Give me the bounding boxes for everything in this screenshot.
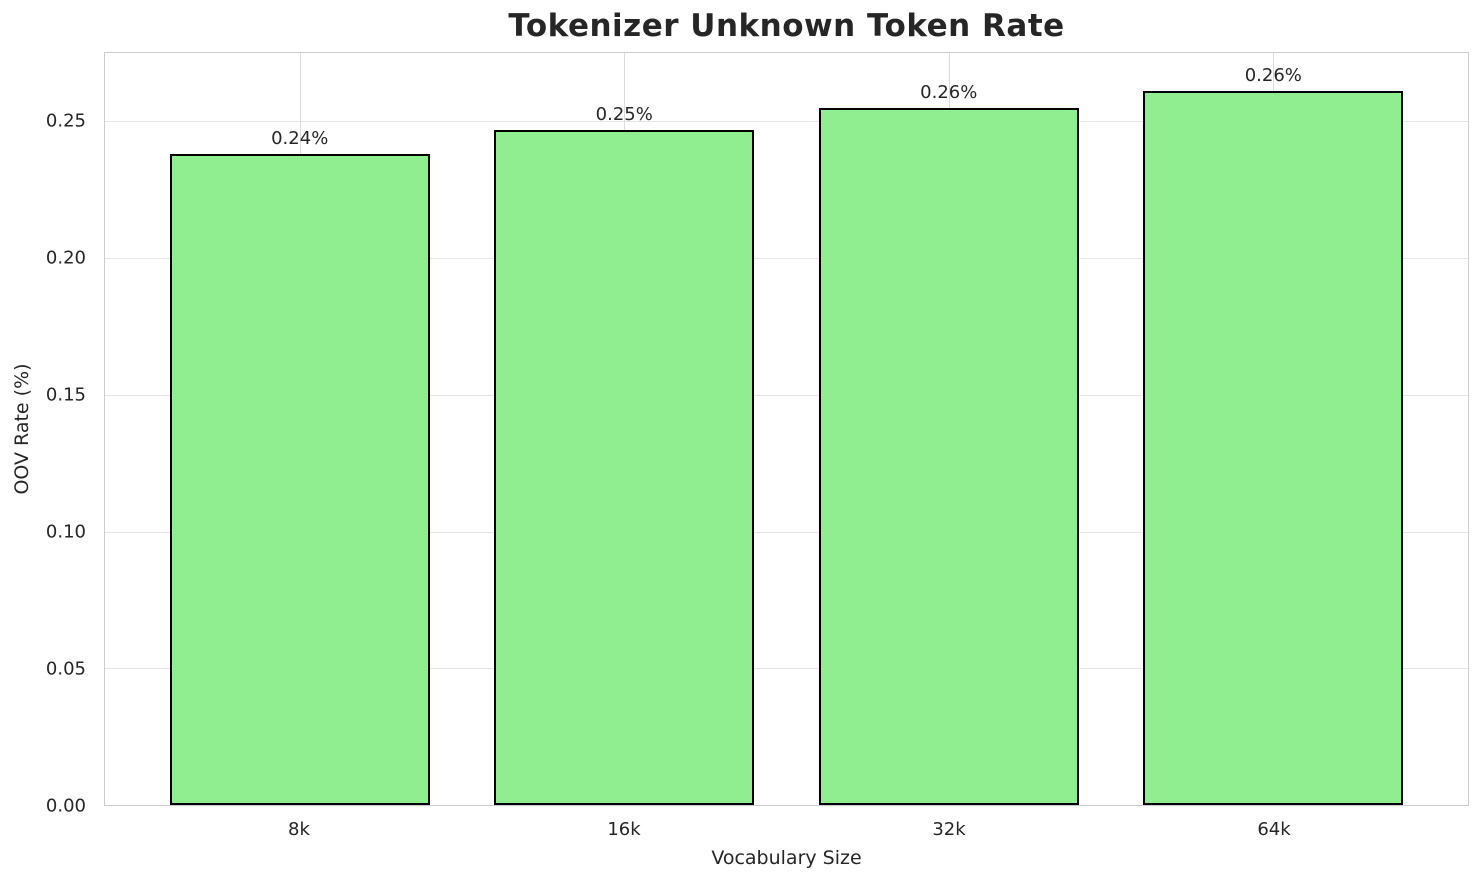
bar-value-label: 0.26% <box>1244 65 1302 87</box>
bar-32k <box>818 107 1079 805</box>
x-axis-label: Vocabulary Size <box>711 847 862 869</box>
bar-8k <box>169 154 430 805</box>
plot-area: 0.24% 0.25% 0.26% 0.26% <box>104 52 1469 806</box>
x-tick-label: 32k <box>932 819 966 840</box>
y-axis-ticks: 0.00 0.05 0.10 0.15 0.20 0.25 <box>0 52 96 816</box>
bar-64k <box>1143 91 1404 805</box>
bar-16k <box>494 129 755 805</box>
x-tick-label: 16k <box>607 819 641 840</box>
y-tick-label: 0.25 <box>45 110 86 132</box>
x-axis-ticks: 8k 16k 32k 64k <box>104 806 1469 846</box>
horizontal-gridline <box>105 121 1468 123</box>
y-tick-label: 0.00 <box>45 795 86 817</box>
x-tick-label: 8k <box>288 819 310 840</box>
horizontal-gridline <box>105 668 1468 670</box>
y-tick-label: 0.05 <box>45 658 86 680</box>
y-tick-label: 0.15 <box>45 384 86 406</box>
bar-value-label: 0.24% <box>271 128 329 150</box>
chart-title: Tokenizer Unknown Token Rate <box>508 8 1065 44</box>
x-tick-label: 64k <box>1257 819 1291 840</box>
horizontal-gridline <box>105 531 1468 533</box>
y-tick-label: 0.20 <box>45 247 86 269</box>
horizontal-gridline <box>105 394 1468 396</box>
bar-value-label: 0.25% <box>595 103 653 125</box>
horizontal-gridline <box>105 258 1468 260</box>
bar-value-label: 0.26% <box>920 81 978 103</box>
y-tick-label: 0.10 <box>45 521 86 543</box>
